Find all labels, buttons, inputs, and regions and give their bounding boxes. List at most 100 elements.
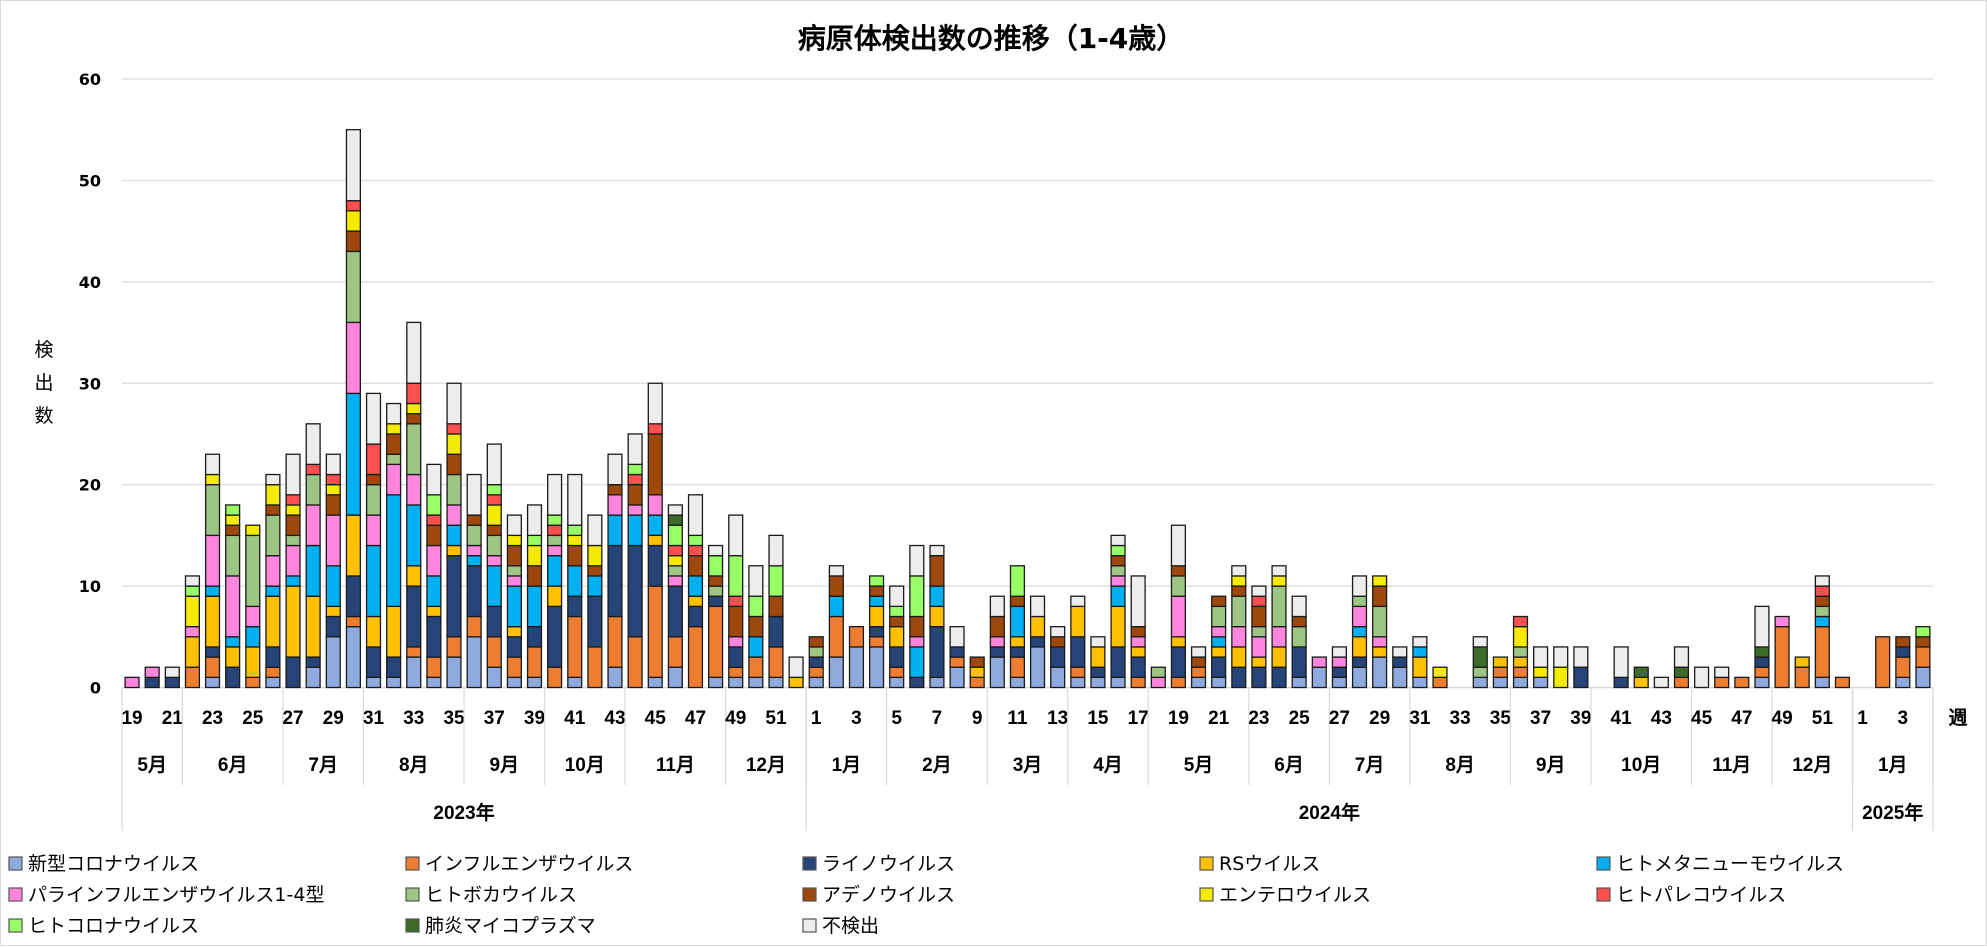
bar-segment [1029, 636, 1046, 648]
x-tick-month: 7月 [308, 755, 338, 776]
bar-segment [325, 494, 341, 516]
bar-stack [1754, 605, 1770, 689]
bar-segment [345, 575, 361, 618]
bar-segment [1573, 666, 1589, 689]
bar-segment [989, 595, 1005, 618]
y-tick-label: 10 [79, 577, 101, 596]
bar-segment [386, 463, 402, 496]
x-tick-month: 5月 [137, 755, 167, 776]
bar-segment [567, 615, 583, 679]
bar-stack [204, 453, 221, 689]
bar-stack [406, 321, 422, 689]
bar-stack [748, 565, 764, 689]
bar-segment [204, 646, 221, 658]
bar-segment [848, 646, 865, 689]
bar-segment [989, 615, 1005, 638]
bar-segment [627, 473, 643, 486]
bar-segment [1512, 666, 1529, 679]
y-tick-label: 30 [79, 374, 101, 393]
bar-segment [225, 646, 241, 668]
bar-segment [667, 666, 683, 689]
bar-segment [1170, 565, 1187, 577]
bar-segment [1673, 676, 1690, 689]
bar-segment [667, 575, 683, 587]
bar-segment [325, 484, 341, 496]
bar-segment [225, 524, 241, 537]
bar-stack [1331, 646, 1347, 689]
x-tick-week: 3 [851, 708, 862, 729]
bar-stack [1432, 666, 1448, 689]
bar-stack [184, 575, 201, 689]
bar-segment [365, 615, 382, 648]
bar-segment [164, 676, 180, 689]
x-tick-week: 1 [1857, 708, 1868, 729]
bar-segment [969, 676, 985, 689]
bar-segment [1271, 626, 1287, 648]
bar-segment [426, 605, 442, 618]
bar-segment [889, 605, 905, 618]
bar-segment [446, 473, 462, 506]
legend-item: エンテロウイルス [1199, 884, 1371, 906]
bar-segment [1130, 646, 1146, 658]
bar-segment [647, 676, 663, 689]
bar-segment [868, 605, 885, 628]
bar-segment [708, 555, 724, 577]
bar-stack [1814, 575, 1830, 689]
bar-segment [285, 534, 301, 547]
bar-segment [868, 646, 885, 689]
bar-segment [567, 595, 583, 618]
bar-segment [1231, 565, 1247, 577]
bar-stack [164, 666, 180, 689]
bar-segment [1392, 656, 1408, 668]
bar-segment [265, 473, 281, 486]
bar-segment [164, 666, 180, 679]
legend-swatch [8, 918, 23, 933]
x-tick-month: 1月 [832, 755, 862, 776]
bar-segment [708, 585, 724, 597]
bar-segment [1512, 646, 1529, 658]
gridlines [122, 78, 1933, 689]
bar-segment [345, 210, 361, 232]
bar-segment [225, 666, 241, 689]
bar-segment [426, 494, 442, 516]
bar-segment [567, 473, 583, 526]
bar-segment [647, 585, 663, 679]
bar-segment [386, 605, 402, 658]
bar-segment [1231, 585, 1247, 597]
bar-segment [1211, 656, 1227, 679]
bar-segment [1110, 575, 1126, 587]
bar-segment [1130, 676, 1146, 689]
x-tick-year: 2025年 [1862, 801, 1923, 824]
x-tick-month: 6月 [1274, 755, 1304, 776]
bar-segment [1130, 636, 1146, 648]
bar-segment [466, 514, 482, 526]
x-tick-week: 41 [1611, 708, 1633, 729]
bar-stack [708, 544, 724, 689]
bar-segment [1110, 605, 1126, 648]
bar-segment [748, 676, 764, 689]
bar-segment [808, 646, 824, 658]
x-tick-week: 9 [972, 708, 983, 729]
bar-segment [1211, 636, 1227, 648]
bar-segment [969, 656, 985, 668]
bar-segment [627, 484, 643, 506]
bar-segment [607, 615, 623, 668]
bar-segment [1090, 646, 1106, 668]
x-tick-week: 41 [564, 708, 586, 729]
bar-segment [446, 423, 462, 435]
bar-segment [245, 676, 261, 689]
bar-segment [1271, 666, 1287, 689]
bar-segment [1009, 605, 1026, 638]
bar-segment [1372, 605, 1388, 638]
x-tick-week: 11 [1007, 708, 1028, 729]
bar-segment [868, 595, 885, 608]
legend-label: エンテロウイルス [1219, 884, 1371, 906]
bar-segment [265, 585, 281, 597]
bar-segment [748, 615, 764, 638]
bar-segment [305, 666, 321, 689]
bar-segment [1009, 656, 1026, 679]
bar-segment [245, 524, 261, 537]
bar-segment [627, 544, 643, 638]
x-tick-week: 45 [645, 708, 667, 729]
bar-stack [305, 423, 321, 689]
